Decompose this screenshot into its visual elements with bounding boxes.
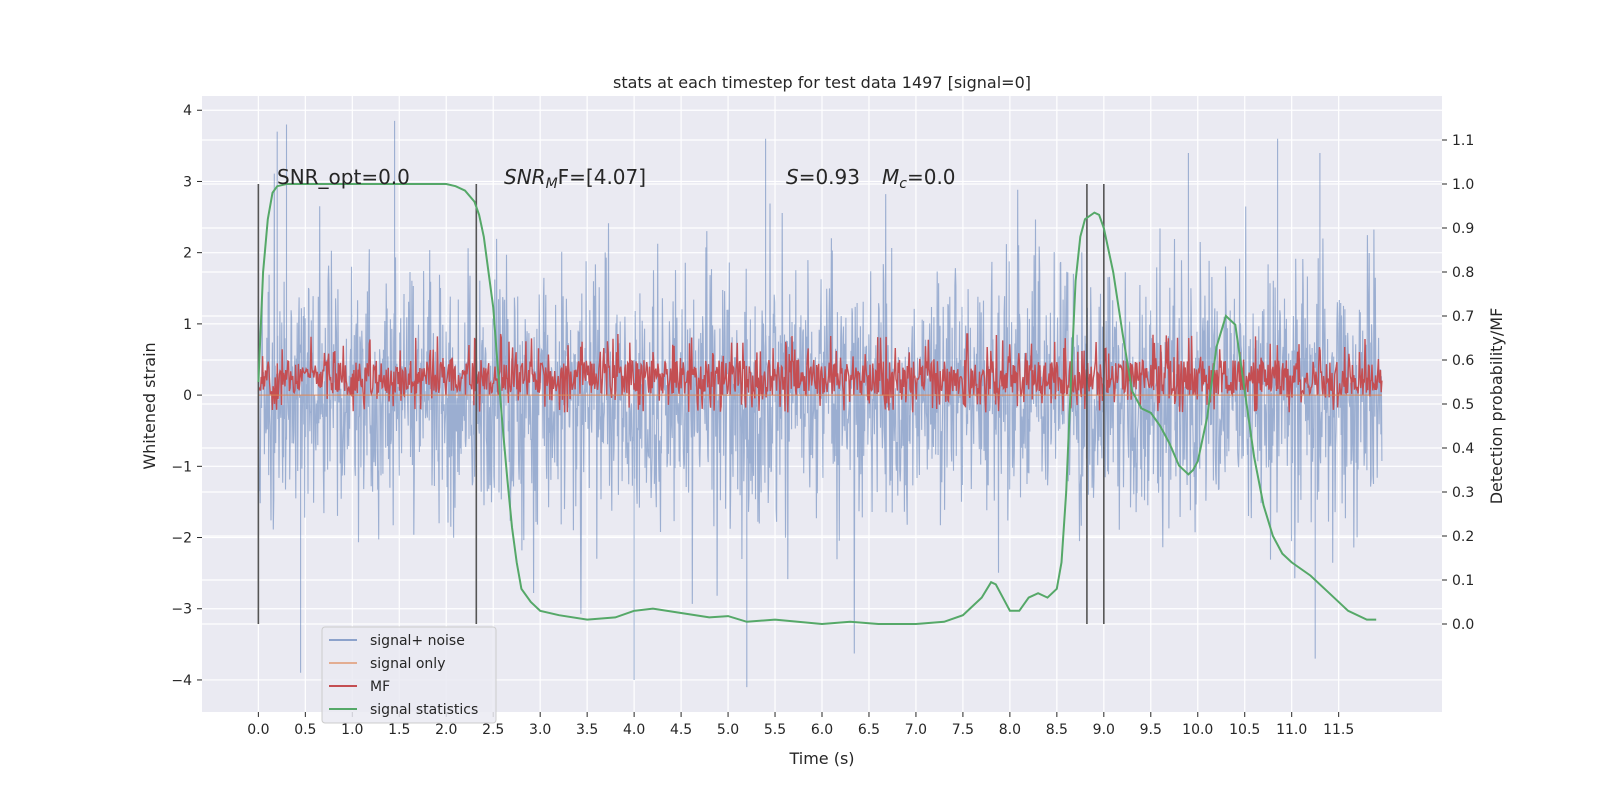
mf-series [257,333,1383,413]
annotation-snr-opt: SNR_opt=0.0 [277,165,410,189]
x-axis-label: Time (s) [788,749,854,768]
x-tick-label: 3.0 [529,722,551,738]
x-tick-label: 11.5 [1323,722,1354,738]
x-tick-label: 0.0 [247,722,269,738]
y-axis-label: Whitened strain [140,342,159,469]
y2-tick-label: 0.5 [1452,397,1474,413]
y2-tick-label: 0.2 [1452,529,1474,545]
legend-label-signal-statistics: signal statistics [370,702,478,718]
y2-tick-label: 0.3 [1452,485,1474,501]
annotation-snr-mf-sub: M [546,176,558,192]
x-tick-label: 4.5 [670,722,692,738]
y2-tick-label: 0.8 [1452,265,1474,281]
x-tick-label: 10.5 [1229,722,1260,738]
y2-tick-label: 0.9 [1452,221,1474,237]
annotation-snr-mf-base: SNR [504,165,546,189]
x-tick-label: 2.0 [435,722,457,738]
y-tick-label: 4 [183,103,192,119]
y-tick-label: −1 [171,459,192,475]
x-tick-label: 7.0 [905,722,927,738]
x-axis-ticks: 0.0 0.5 1.0 1.5 2.0 2.5 3.0 3.5 4.0 4.5 5.0 5.5 6.0 6… [247,712,1354,738]
x-tick-label: 7.5 [952,722,974,738]
annotation-snr-mf-rest: F=[4.07] [558,165,646,189]
x-tick-label: 0.5 [294,722,316,738]
y2-tick-label: 0.1 [1452,573,1474,589]
signal-noise-series [257,120,1383,688]
vertical-lines [257,184,1105,624]
annotation-s-var: S [786,165,799,189]
x-tick-label: 5.5 [764,722,786,738]
x-tick-label: 4.0 [623,722,645,738]
x-tick-label: 6.5 [858,722,880,738]
annotation-mc: Mc=0.0 [882,165,956,192]
legend-label-mf: MF [370,679,390,695]
y-tick-label: 0 [183,388,192,404]
x-tick-label: 8.0 [999,722,1021,738]
x-tick-label: 10.0 [1182,722,1213,738]
x-tick-label: 9.5 [1140,722,1162,738]
legend-box [321,626,497,724]
legend-label-signal-only: signal only [370,656,445,672]
annotation-mc-var: M [882,165,899,189]
x-tick-label: 3.5 [576,722,598,738]
y-tick-label: 2 [183,246,192,262]
annotation-snr-mf: SNRMF=[4.07] [504,165,646,192]
annotation-s-value: =0.93 [799,165,860,189]
chart-title: stats at each timestep for test data 149… [613,73,1031,92]
x-tick-label: 11.0 [1276,722,1307,738]
x-tick-label: 9.0 [1093,722,1115,738]
annotation-mc-value: =0.0 [907,165,956,189]
y2-tick-label: 0.0 [1452,617,1474,633]
y-tick-label: −4 [171,673,192,689]
y2-axis-ticks: 0.0 0.1 0.2 0.3 0.4 0.5 0.6 0.7 0.8 0.9 1.0 1.1 [1442,133,1474,633]
x-tick-label: 1.0 [341,722,363,738]
x-tick-label: 6.0 [811,722,833,738]
y2-tick-label: 0.6 [1452,353,1474,369]
y-tick-label: −2 [171,531,192,547]
y-tick-label: 3 [183,174,192,190]
y2-tick-label: 0.7 [1452,309,1474,325]
x-tick-label: 2.5 [482,722,504,738]
x-tick-label: 1.5 [388,722,410,738]
legend-label-signal-noise: signal+ noise [370,633,465,649]
y2-tick-label: 0.4 [1452,441,1474,457]
signal-noise-line [257,120,1383,688]
legend: signal+ noise signal only MF signal stat… [321,626,497,724]
y-tick-label: 1 [183,317,192,333]
signal-statistics-series [257,183,1377,626]
y-tick-label: −3 [171,602,192,618]
y-axis-ticks: −4 −3 −2 −1 0 1 2 3 4 [171,103,202,689]
y2-tick-label: 1.1 [1452,133,1474,149]
mf-line [257,333,1383,413]
signal-statistics-line [257,183,1377,626]
x-tick-label: 8.5 [1046,722,1068,738]
annotation-s: S=0.93 [786,165,860,189]
y2-tick-label: 1.0 [1452,177,1474,193]
annotation-mc-sub: c [899,176,907,192]
x-tick-label: 5.0 [717,722,739,738]
y2-axis-label: Detection probability/MF [1487,308,1506,505]
